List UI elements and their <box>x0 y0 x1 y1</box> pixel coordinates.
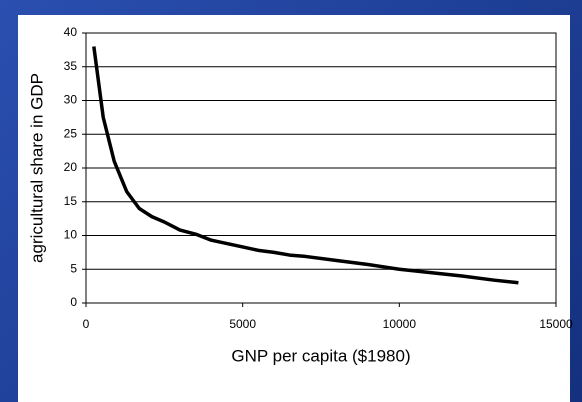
y-tick-label: 30 <box>64 93 78 107</box>
data-line <box>92 46 519 285</box>
x-axis-title: GNP per capita ($1980) <box>231 346 410 365</box>
x-tick-label: 15000 <box>539 317 573 331</box>
x-tick-label: 10000 <box>383 317 417 331</box>
x-tick-label: 0 <box>83 317 90 331</box>
y-tick-label: 10 <box>64 228 78 242</box>
y-tick-label: 0 <box>70 295 77 309</box>
y-tick-label: 40 <box>64 25 78 39</box>
x-tick-label: 5000 <box>229 317 256 331</box>
y-tick-label: 20 <box>64 160 78 174</box>
y-tick-label: 25 <box>64 126 78 140</box>
y-tick-label: 35 <box>64 59 78 73</box>
y-axis-title: agricultural share in GDP <box>27 73 46 263</box>
y-tick-label: 15 <box>64 194 78 208</box>
y-tick-label: 5 <box>70 261 77 275</box>
panel <box>18 15 570 402</box>
